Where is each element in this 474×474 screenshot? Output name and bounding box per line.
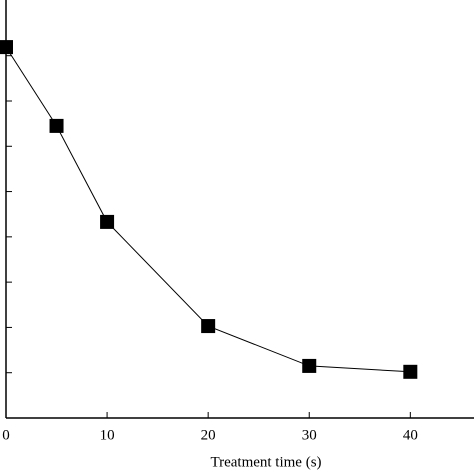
x-tick-label: 20 bbox=[201, 427, 216, 443]
x-tick-label: 10 bbox=[100, 427, 115, 443]
marker bbox=[49, 118, 64, 133]
marker bbox=[0, 40, 13, 55]
marker bbox=[201, 319, 216, 334]
marker bbox=[302, 358, 317, 373]
x-axis-label: Treatment time (s) bbox=[210, 454, 321, 470]
x-tick-label: 0 bbox=[2, 427, 10, 443]
line bbox=[5, 46, 411, 373]
marker bbox=[100, 214, 115, 229]
marker bbox=[403, 364, 418, 379]
x-tick-label: 30 bbox=[302, 427, 317, 443]
x-tick-label: 40 bbox=[403, 427, 418, 443]
